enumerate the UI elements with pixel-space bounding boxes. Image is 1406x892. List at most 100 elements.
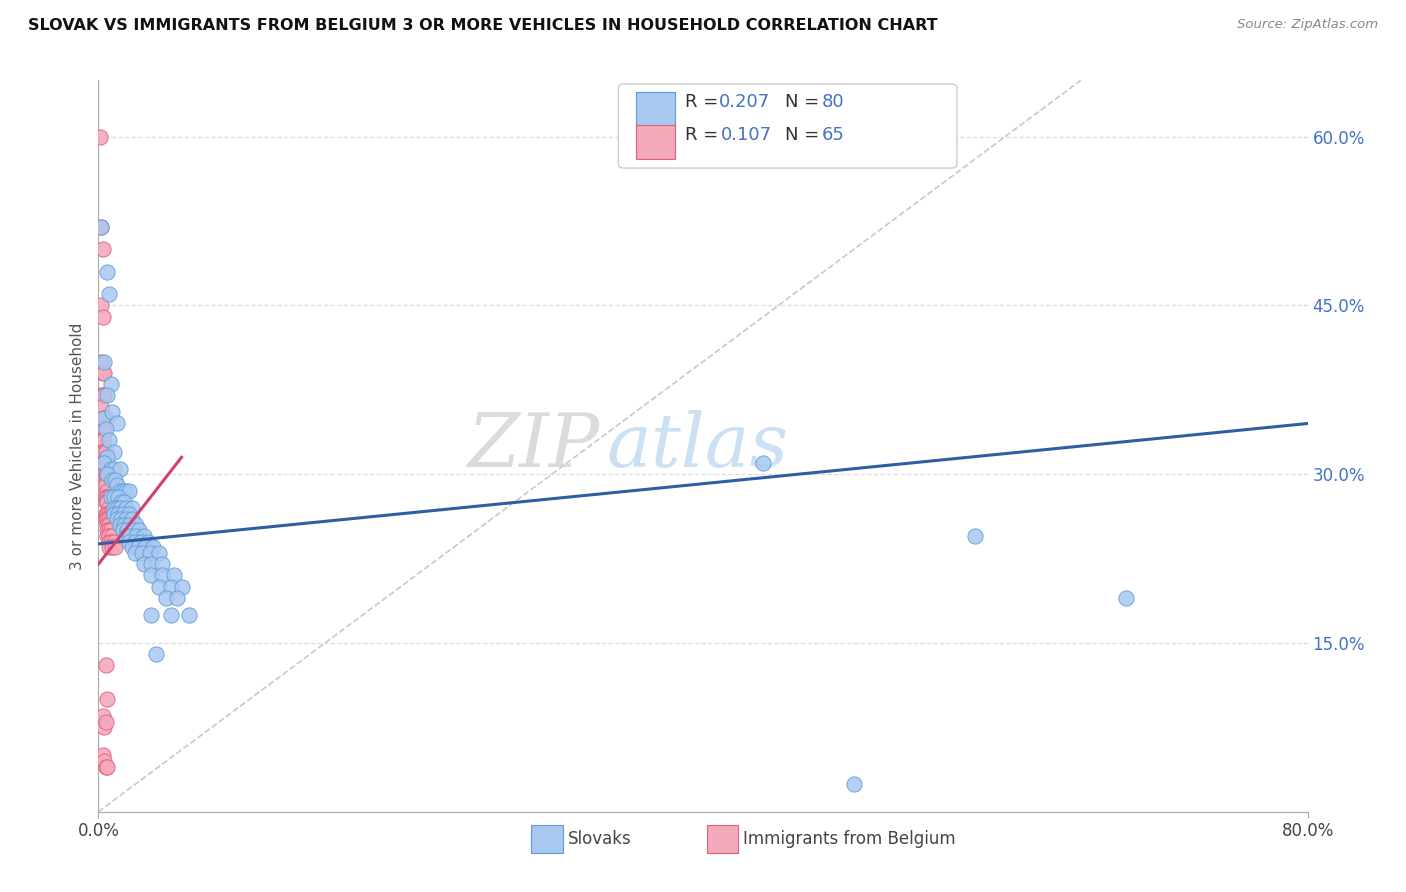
Point bbox=[114, 529, 136, 543]
Point bbox=[90, 400, 112, 414]
Point bbox=[101, 512, 124, 526]
Point bbox=[114, 512, 136, 526]
Point bbox=[91, 410, 114, 425]
Point bbox=[166, 591, 188, 605]
Point bbox=[111, 524, 134, 538]
Point bbox=[96, 450, 118, 465]
Point bbox=[101, 473, 124, 487]
Point bbox=[94, 490, 117, 504]
Point bbox=[128, 524, 150, 538]
Point bbox=[145, 647, 167, 661]
Point bbox=[103, 490, 125, 504]
Point bbox=[96, 483, 118, 498]
Text: Slovaks: Slovaks bbox=[568, 830, 631, 848]
Point bbox=[160, 580, 183, 594]
Point bbox=[98, 507, 121, 521]
Point bbox=[121, 500, 143, 515]
Point bbox=[93, 473, 115, 487]
Point bbox=[96, 388, 118, 402]
Point bbox=[93, 354, 115, 368]
Point bbox=[132, 557, 155, 571]
Point bbox=[125, 529, 148, 543]
Point bbox=[103, 507, 125, 521]
Point bbox=[142, 541, 165, 555]
Point bbox=[108, 461, 131, 475]
Point bbox=[94, 478, 117, 492]
Point bbox=[94, 467, 117, 482]
Point bbox=[91, 310, 114, 324]
Point bbox=[93, 444, 115, 458]
Text: ZIP: ZIP bbox=[468, 409, 600, 483]
Point bbox=[91, 444, 114, 458]
Point bbox=[96, 524, 118, 538]
Point bbox=[114, 500, 136, 515]
Point bbox=[101, 405, 124, 419]
FancyBboxPatch shape bbox=[707, 825, 738, 854]
Point bbox=[91, 434, 114, 448]
Point bbox=[93, 456, 115, 470]
Point bbox=[148, 580, 170, 594]
Point bbox=[94, 512, 117, 526]
Point bbox=[96, 507, 118, 521]
Point bbox=[100, 490, 122, 504]
Point bbox=[91, 461, 114, 475]
Point bbox=[91, 242, 114, 256]
Point bbox=[1115, 591, 1137, 605]
Point bbox=[107, 490, 129, 504]
Point bbox=[94, 760, 117, 774]
Point bbox=[90, 422, 112, 436]
Point bbox=[94, 473, 117, 487]
Point bbox=[150, 568, 173, 582]
Point bbox=[91, 388, 114, 402]
Point bbox=[965, 529, 987, 543]
Point bbox=[129, 534, 152, 549]
Point bbox=[91, 748, 114, 763]
Point bbox=[134, 541, 156, 555]
Text: SLOVAK VS IMMIGRANTS FROM BELGIUM 3 OR MORE VEHICLES IN HOUSEHOLD CORRELATION CH: SLOVAK VS IMMIGRANTS FROM BELGIUM 3 OR M… bbox=[28, 18, 938, 33]
Point bbox=[90, 354, 112, 368]
Point bbox=[141, 557, 163, 571]
Point bbox=[98, 534, 121, 549]
Point bbox=[90, 219, 112, 234]
Point bbox=[105, 417, 128, 431]
FancyBboxPatch shape bbox=[637, 92, 675, 126]
Point bbox=[105, 500, 128, 515]
Point bbox=[100, 377, 122, 392]
Point bbox=[90, 388, 112, 402]
Point bbox=[98, 490, 121, 504]
Point bbox=[179, 607, 201, 622]
Point bbox=[120, 529, 142, 543]
FancyBboxPatch shape bbox=[619, 84, 957, 168]
Point bbox=[118, 517, 141, 532]
Point bbox=[107, 507, 129, 521]
Point bbox=[93, 388, 115, 402]
Point bbox=[93, 422, 115, 436]
Point bbox=[108, 500, 131, 515]
Y-axis label: 3 or more Vehicles in Household: 3 or more Vehicles in Household bbox=[69, 322, 84, 570]
Point bbox=[100, 507, 122, 521]
Point bbox=[115, 524, 138, 538]
Point bbox=[96, 517, 118, 532]
Point bbox=[93, 456, 115, 470]
Point bbox=[94, 714, 117, 729]
Point bbox=[127, 541, 149, 555]
Point bbox=[141, 568, 163, 582]
Point bbox=[103, 500, 125, 515]
Point bbox=[111, 483, 134, 498]
Point bbox=[122, 524, 145, 538]
Point bbox=[148, 546, 170, 560]
Point bbox=[94, 410, 117, 425]
Point bbox=[103, 534, 125, 549]
Point bbox=[98, 512, 121, 526]
Point bbox=[160, 607, 183, 622]
Point bbox=[96, 467, 118, 482]
Point bbox=[163, 568, 186, 582]
Point bbox=[124, 534, 146, 549]
Point bbox=[96, 529, 118, 543]
Text: 0.207: 0.207 bbox=[718, 93, 770, 111]
Point bbox=[93, 720, 115, 734]
Point bbox=[112, 495, 135, 509]
Point bbox=[96, 490, 118, 504]
Point bbox=[98, 529, 121, 543]
Point bbox=[136, 534, 159, 549]
